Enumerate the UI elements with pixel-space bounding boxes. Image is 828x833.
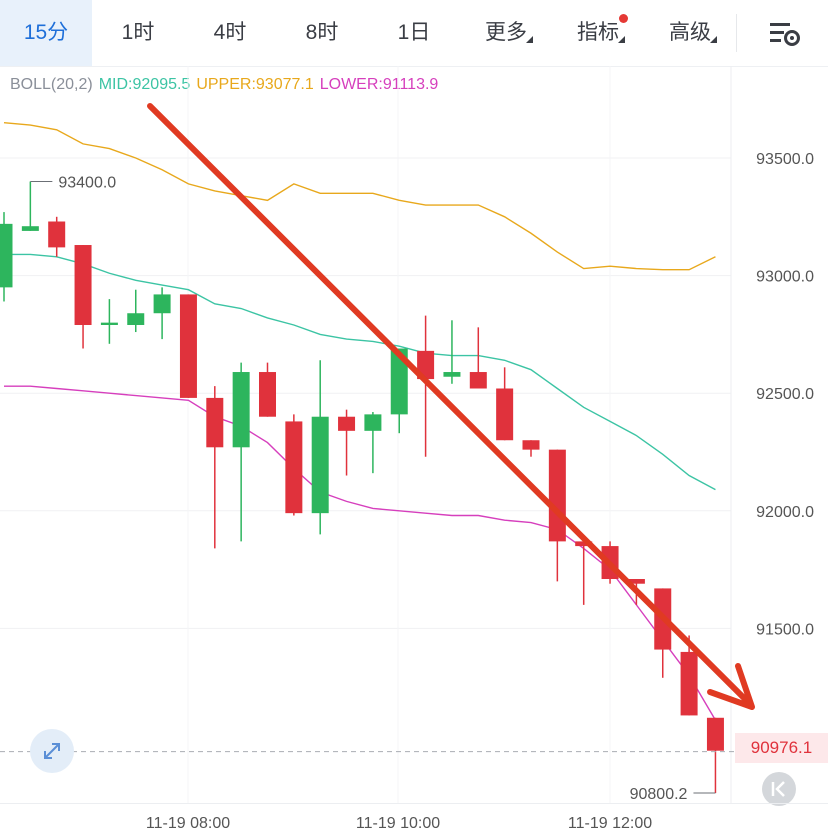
- chart-grid: [0, 66, 731, 803]
- dropdown-triangle-icon: [618, 36, 625, 43]
- high-annotation-label: 93400.0: [58, 175, 116, 192]
- expand-chart-button[interactable]: [30, 729, 74, 773]
- candle-body: [232, 372, 250, 448]
- time-axis-strip: [0, 803, 828, 833]
- trend-arrow-annotation: [147, 103, 755, 710]
- price-tick-label: 93000.0: [756, 269, 814, 286]
- tab-label: 指标: [577, 21, 619, 44]
- time-tick-label: 11-19 12:00: [568, 815, 652, 832]
- boll-upper-line: [3, 122, 716, 271]
- dropdown-triangle-icon: [710, 36, 717, 43]
- timeframe-toolbar: 15分 1时 4时 8时 1日 更多 指标 高级: [0, 0, 828, 67]
- candle-body: [417, 350, 435, 380]
- candle-body: [100, 322, 118, 325]
- price-tick-label: 93500.0: [756, 151, 814, 168]
- expand-arrows-icon: [44, 743, 60, 759]
- candle-body: [522, 440, 540, 450]
- candle-body: [548, 449, 566, 542]
- candle-body: [259, 372, 276, 417]
- tab-label: 更多: [485, 21, 527, 44]
- tab-label: 8时: [305, 21, 339, 44]
- tab-1h[interactable]: 1时: [92, 0, 184, 66]
- tab-more[interactable]: 更多: [460, 0, 552, 66]
- boll-legend: BOLL(20,2) MID:92095.5 UPPER:93077.1 LOWER:…: [10, 76, 444, 94]
- candles: [0, 181, 724, 794]
- candle-body: [627, 579, 645, 584]
- toolbar-divider: [736, 14, 737, 52]
- tab-label: 15分: [23, 21, 69, 44]
- tab-15m[interactable]: 15分: [0, 0, 92, 66]
- tab-1d[interactable]: 1日: [368, 0, 460, 66]
- scroll-to-latest-button[interactable]: [762, 772, 796, 806]
- candle-body: [443, 372, 461, 377]
- candle-body: [48, 221, 66, 248]
- notification-dot-icon: [619, 14, 628, 23]
- candle-body: [680, 651, 698, 716]
- candle-body: [364, 414, 382, 431]
- tab-advanced[interactable]: 高级: [644, 0, 736, 66]
- candle-body: [496, 388, 514, 441]
- boll-name: BOLL(20,2): [10, 76, 93, 93]
- price-tick-label: 92500.0: [756, 386, 814, 403]
- boll-upper-value: UPPER:93077.1: [196, 76, 314, 93]
- boll-bands: [3, 122, 717, 721]
- candle-body: [0, 223, 13, 288]
- chart-settings-icon[interactable]: [768, 18, 802, 48]
- candle-body: [127, 313, 145, 325]
- boll-mid-line: [4, 253, 716, 491]
- candle-body: [21, 226, 39, 231]
- candle-body: [338, 416, 356, 431]
- candle-body: [706, 717, 724, 751]
- boll-mid-value: MID:92095.5: [98, 76, 191, 93]
- boll-lower-line: [4, 385, 717, 721]
- time-tick-label: 11-19 08:00: [146, 815, 230, 832]
- candle-body: [311, 416, 329, 514]
- tab-label: 4时: [213, 21, 247, 44]
- current-price-tag: 90976.1: [735, 733, 828, 763]
- candle-body: [179, 294, 197, 398]
- candle-body: [74, 245, 92, 325]
- candle-body: [469, 372, 487, 389]
- candle-body: [153, 294, 171, 314]
- low-annotation-label: 90800.2: [630, 786, 688, 803]
- candle-body: [206, 397, 224, 448]
- tab-4h[interactable]: 4时: [184, 0, 276, 66]
- candlestick-chart[interactable]: 93500.0 93000.0 92500.0 92000.0 91500.0 11-1…: [0, 66, 828, 832]
- candle-body: [390, 348, 408, 415]
- dropdown-triangle-icon: [526, 36, 533, 43]
- high-annotation: 93400.0: [30, 175, 116, 192]
- candle-body: [575, 541, 593, 547]
- tab-indicators[interactable]: 指标: [552, 0, 644, 66]
- price-tick-label: 91500.0: [756, 621, 814, 638]
- time-tick-label: 11-19 10:00: [356, 815, 440, 832]
- low-annotation: 90800.2: [630, 786, 716, 803]
- price-axis: 93500.0 93000.0 92500.0 92000.0 91500.0: [756, 151, 814, 638]
- collapse-left-icon: [771, 781, 785, 797]
- candle-body: [285, 421, 303, 514]
- tab-label: 高级: [669, 21, 711, 44]
- tab-8h[interactable]: 8时: [276, 0, 368, 66]
- time-axis: 11-19 08:00 11-19 10:00 11-19 12:00: [146, 815, 652, 832]
- boll-lower-value: LOWER:91113.9: [319, 76, 439, 93]
- price-tick-label: 92000.0: [756, 504, 814, 521]
- tab-label: 1时: [121, 21, 155, 44]
- tab-label: 1日: [397, 21, 431, 44]
